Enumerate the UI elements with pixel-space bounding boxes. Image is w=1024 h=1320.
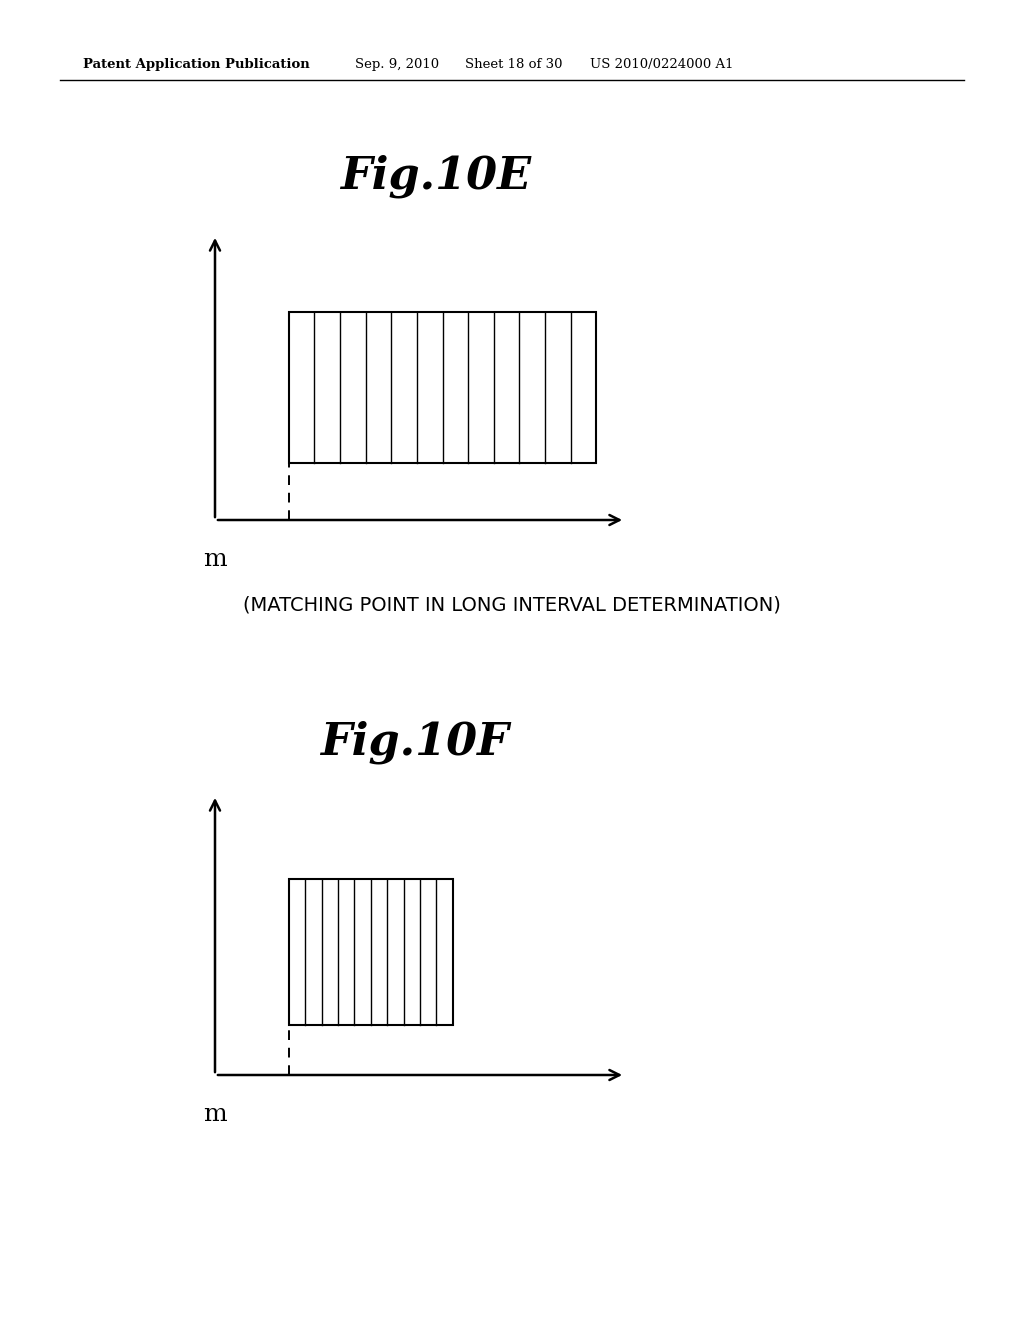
Text: Patent Application Publication: Patent Application Publication xyxy=(83,58,309,71)
Text: (MATCHING POINT IN LONG INTERVAL DETERMINATION): (MATCHING POINT IN LONG INTERVAL DETERMI… xyxy=(243,595,781,614)
Bar xyxy=(289,879,453,1024)
Bar xyxy=(289,312,596,463)
Text: m: m xyxy=(203,549,226,572)
Text: Fig.10F: Fig.10F xyxy=(319,719,509,763)
Text: US 2010/0224000 A1: US 2010/0224000 A1 xyxy=(590,58,733,71)
Text: Fig.10E: Fig.10E xyxy=(340,154,531,198)
Text: Sep. 9, 2010: Sep. 9, 2010 xyxy=(355,58,439,71)
Text: Sheet 18 of 30: Sheet 18 of 30 xyxy=(465,58,562,71)
Text: m: m xyxy=(203,1104,226,1126)
